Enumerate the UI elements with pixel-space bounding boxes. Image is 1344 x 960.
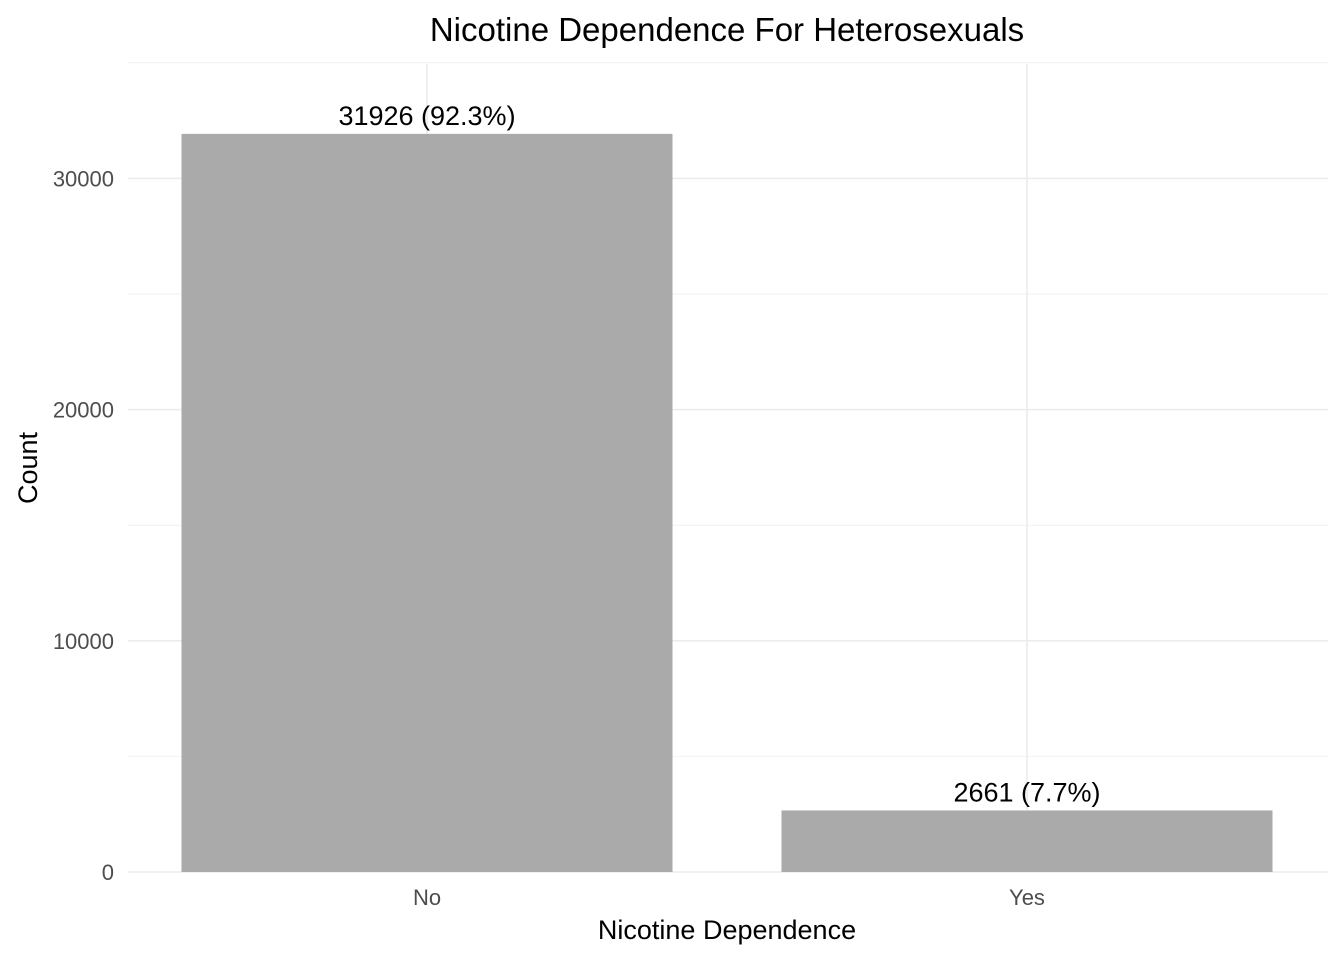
x-tick-label-yes: Yes (1009, 885, 1045, 910)
data-label-yes: 2661 (7.7%) (953, 777, 1100, 807)
bar-yes (781, 810, 1273, 872)
y-tick-label-3: 30000 (53, 166, 114, 191)
y-tick-label-0: 0 (102, 860, 114, 885)
data-labels: 31926 (92.3%) 2661 (7.7%) (338, 101, 1100, 808)
y-tick-label-2: 20000 (53, 398, 114, 423)
bars (181, 133, 1273, 873)
x-axis: No Yes (413, 885, 1045, 910)
y-axis-title: Count (13, 431, 43, 504)
x-tick-label-no: No (413, 885, 441, 910)
data-label-no: 31926 (92.3%) (338, 101, 515, 131)
bar-no (181, 133, 673, 873)
y-axis: 0 10000 20000 30000 (53, 166, 114, 885)
chart-title: Nicotine Dependence For Heterosexuals (430, 11, 1024, 48)
y-tick-label-1: 10000 (53, 629, 114, 654)
x-axis-title: Nicotine Dependence (598, 915, 856, 945)
